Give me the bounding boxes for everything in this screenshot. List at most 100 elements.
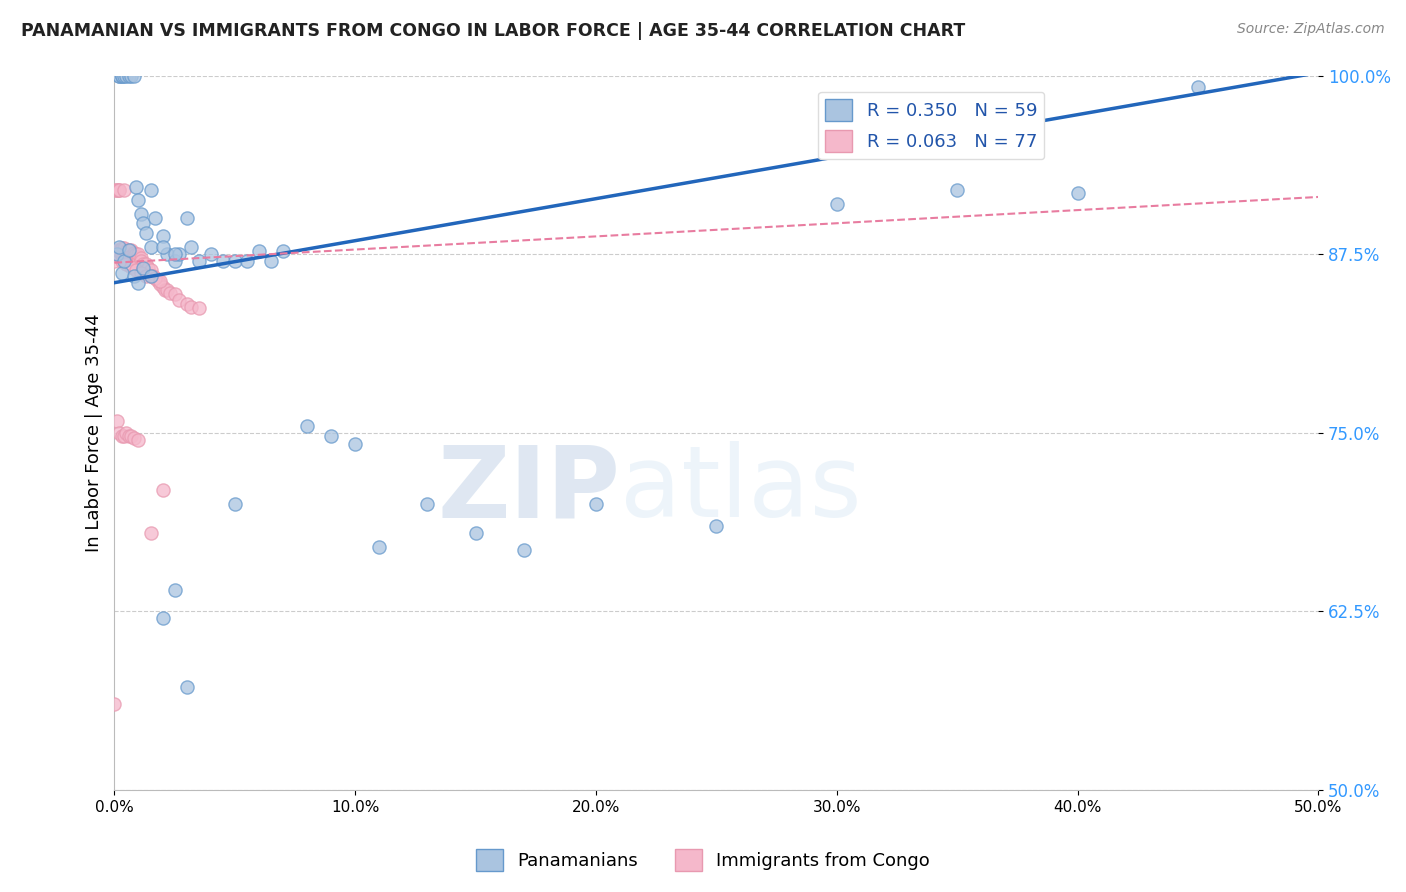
Point	[125, 262, 148, 277]
Point	[247, 244, 270, 259]
Point	[143, 211, 166, 226]
Point	[112, 428, 135, 442]
Point	[180, 300, 202, 314]
Point	[120, 248, 142, 262]
Point	[139, 268, 162, 283]
Point	[132, 257, 155, 271]
Point	[105, 183, 128, 197]
Point	[122, 248, 145, 262]
Point	[156, 247, 179, 261]
Point	[211, 254, 233, 268]
Point	[115, 248, 138, 262]
Point	[132, 216, 155, 230]
Point	[127, 250, 149, 264]
Point	[103, 254, 125, 268]
Point	[111, 247, 134, 261]
Point	[163, 287, 186, 301]
Point	[115, 257, 138, 271]
Point	[169, 247, 191, 261]
Point	[139, 240, 162, 254]
Y-axis label: In Labor Force | Age 35-44: In Labor Force | Age 35-44	[86, 313, 103, 552]
Point	[512, 542, 534, 557]
Point	[111, 254, 134, 268]
Point	[153, 283, 176, 297]
Point	[187, 254, 209, 268]
Point	[125, 252, 148, 266]
Point	[122, 69, 145, 83]
Point	[152, 240, 174, 254]
Point	[122, 268, 145, 283]
Point	[139, 262, 162, 277]
Point	[108, 240, 131, 254]
Point	[135, 226, 157, 240]
Point	[120, 260, 142, 274]
Point	[260, 254, 283, 268]
Point	[132, 261, 155, 276]
Point	[142, 268, 165, 283]
Point	[118, 248, 141, 262]
Point	[108, 183, 131, 197]
Point	[127, 433, 149, 447]
Text: ZIP: ZIP	[437, 442, 620, 539]
Point	[236, 254, 259, 268]
Point	[118, 247, 141, 261]
Point	[111, 241, 134, 255]
Text: atlas: atlas	[620, 442, 862, 539]
Point	[169, 293, 191, 307]
Point	[139, 268, 162, 283]
Point	[176, 680, 198, 694]
Point	[111, 247, 134, 261]
Point	[112, 183, 135, 197]
Point	[105, 247, 128, 261]
Point	[149, 274, 172, 288]
Point	[115, 425, 138, 440]
Point	[176, 211, 198, 226]
Point	[135, 268, 157, 283]
Point	[143, 271, 166, 285]
Point	[127, 247, 149, 261]
Point	[464, 525, 486, 540]
Point	[108, 425, 131, 440]
Point	[152, 280, 174, 294]
Point	[115, 244, 138, 259]
Point	[139, 525, 162, 540]
Point	[115, 245, 138, 260]
Point	[120, 243, 142, 257]
Point	[129, 207, 152, 221]
Point	[105, 243, 128, 257]
Point	[108, 69, 131, 83]
Point	[118, 428, 141, 442]
Point	[122, 254, 145, 268]
Point	[132, 261, 155, 276]
Legend: R = 0.350   N = 59, R = 0.063   N = 77: R = 0.350 N = 59, R = 0.063 N = 77	[818, 92, 1045, 159]
Point	[122, 245, 145, 260]
Point	[112, 241, 135, 255]
Point	[105, 247, 128, 261]
Point	[125, 247, 148, 261]
Point	[180, 240, 202, 254]
Point	[585, 497, 607, 511]
Point	[103, 183, 125, 197]
Point	[163, 582, 186, 597]
Point	[122, 431, 145, 445]
Point	[1066, 186, 1088, 200]
Point	[319, 428, 342, 442]
Point	[112, 247, 135, 261]
Point	[111, 266, 134, 280]
Point	[108, 244, 131, 259]
Point	[120, 428, 142, 442]
Point	[946, 183, 969, 197]
Point	[136, 261, 159, 276]
Point	[129, 254, 152, 268]
Point	[149, 277, 172, 291]
Point	[108, 183, 131, 197]
Point	[118, 69, 141, 83]
Point	[139, 183, 162, 197]
Point	[368, 540, 391, 554]
Point	[176, 297, 198, 311]
Point	[129, 252, 152, 266]
Point	[163, 254, 186, 268]
Point	[118, 243, 141, 257]
Point	[200, 247, 222, 261]
Point	[120, 69, 142, 83]
